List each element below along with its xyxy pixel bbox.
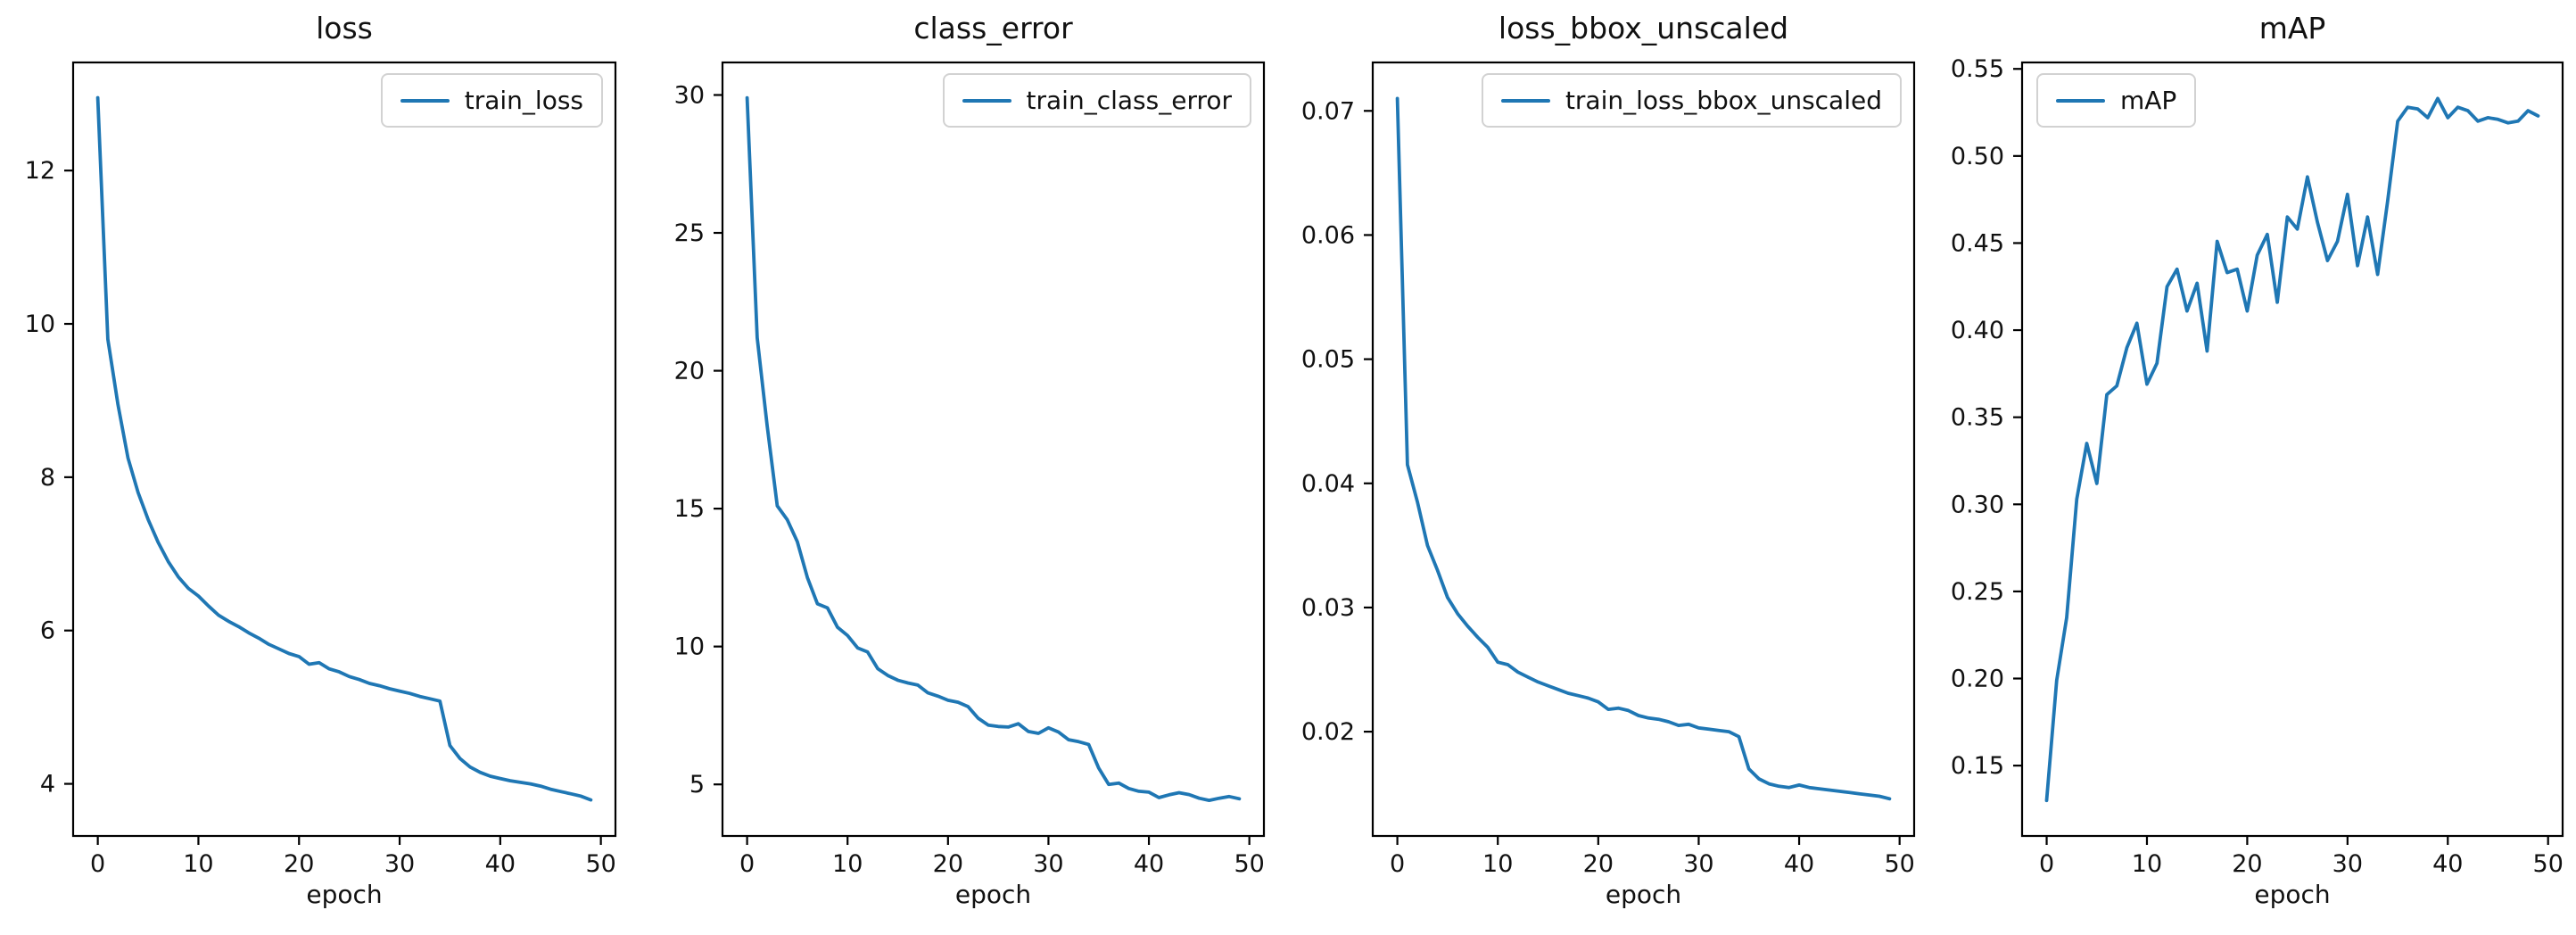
y-tick-label: 0.50	[1951, 143, 2004, 170]
x-tick-label: 20	[933, 850, 963, 878]
plot-title: loss	[316, 11, 373, 46]
y-tick-label: 15	[674, 495, 705, 523]
x-tick-label: 20	[2232, 850, 2262, 878]
y-tick-label: 12	[25, 157, 55, 185]
y-tick-label: 0.55	[1951, 55, 2004, 83]
x-tick-label: 20	[284, 850, 314, 878]
y-tick-label: 10	[674, 633, 705, 661]
x-tick-label: 0	[739, 850, 755, 878]
series-line-train_loss_bbox_unscaled	[1395, 96, 1892, 801]
legend-label: mAP	[2120, 86, 2177, 115]
y-tick-label: 0.45	[1951, 229, 2004, 257]
x-tick-label: 30	[1683, 850, 1713, 878]
x-tick-label: 10	[1482, 850, 1513, 878]
axes-spines	[1371, 61, 1916, 838]
y-tick-label: 25	[674, 219, 705, 247]
y-tick-label: 0.15	[1951, 752, 2004, 780]
x-tick-label: 10	[183, 850, 213, 878]
x-tick-label: 50	[585, 850, 615, 878]
axes-spines	[721, 61, 1266, 838]
y-tick-label: 0.03	[1301, 594, 1355, 622]
legend-line-sample	[962, 98, 1011, 103]
legend: mAP	[2036, 73, 2197, 128]
y-tick-label: 8	[40, 464, 55, 492]
x-tick-label: 50	[1234, 850, 1264, 878]
y-tick-label: 0.05	[1301, 346, 1355, 374]
legend: train_loss_bbox_unscaled	[1481, 73, 1902, 128]
series-line-train_loss	[95, 95, 593, 802]
legend: train_class_error	[942, 73, 1251, 128]
y-tick-label: 0.25	[1951, 578, 2004, 606]
legend-label: train_loss_bbox_unscaled	[1565, 86, 1882, 115]
y-tick-label: 0.07	[1301, 97, 1355, 125]
x-tick-label: 30	[384, 850, 415, 878]
x-tick-label: 50	[2533, 850, 2564, 878]
x-tick-label: 30	[1033, 850, 1063, 878]
y-tick-label: 6	[40, 617, 55, 645]
series-line-mAP	[2044, 96, 2540, 803]
y-tick-label: 20	[674, 358, 705, 385]
y-tick-label: 10	[25, 310, 55, 338]
x-tick-label: 0	[90, 850, 105, 878]
y-tick-label: 30	[674, 81, 705, 109]
legend-line-sample	[2056, 98, 2105, 103]
legend-label: train_loss	[464, 86, 583, 115]
x-tick-label: 40	[2432, 850, 2463, 878]
x-axis-label: epoch	[306, 880, 383, 909]
y-tick-label: 0.40	[1951, 317, 2004, 344]
x-axis-label: epoch	[2254, 880, 2331, 909]
y-tick-label: 0.02	[1301, 718, 1355, 746]
x-tick-label: 40	[1134, 850, 1164, 878]
x-tick-label: 20	[1583, 850, 1614, 878]
axes-spines	[2020, 61, 2564, 838]
x-axis-label: epoch	[954, 880, 1032, 909]
x-tick-label: 50	[1884, 850, 1914, 878]
axes-spines	[71, 61, 617, 838]
x-tick-label: 10	[2132, 850, 2162, 878]
y-tick-label: 0.06	[1301, 221, 1355, 249]
y-tick-label: 0.20	[1951, 666, 2004, 693]
x-tick-label: 30	[2332, 850, 2363, 878]
x-tick-label: 0	[1390, 850, 1405, 878]
y-tick-label: 5	[689, 771, 705, 798]
x-tick-label: 40	[1784, 850, 1814, 878]
x-axis-label: epoch	[1605, 880, 1682, 909]
y-tick-label: 4	[40, 771, 55, 798]
x-tick-label: 10	[832, 850, 863, 878]
y-tick-label: 0.04	[1301, 470, 1355, 498]
y-tick-label: 0.35	[1951, 404, 2004, 432]
x-tick-label: 40	[485, 850, 516, 878]
legend: train_loss	[380, 73, 603, 128]
series-line-train_class_error	[745, 95, 1242, 802]
x-tick-label: 0	[2039, 850, 2054, 878]
plot-title: class_error	[913, 11, 1073, 46]
plot-title: mAP	[2258, 11, 2326, 46]
legend-line-sample	[400, 98, 450, 103]
legend-line-sample	[1500, 98, 1550, 103]
legend-label: train_class_error	[1026, 86, 1232, 115]
plot-title: loss_bbox_unscaled	[1498, 11, 1789, 46]
y-tick-label: 0.30	[1951, 491, 2004, 518]
